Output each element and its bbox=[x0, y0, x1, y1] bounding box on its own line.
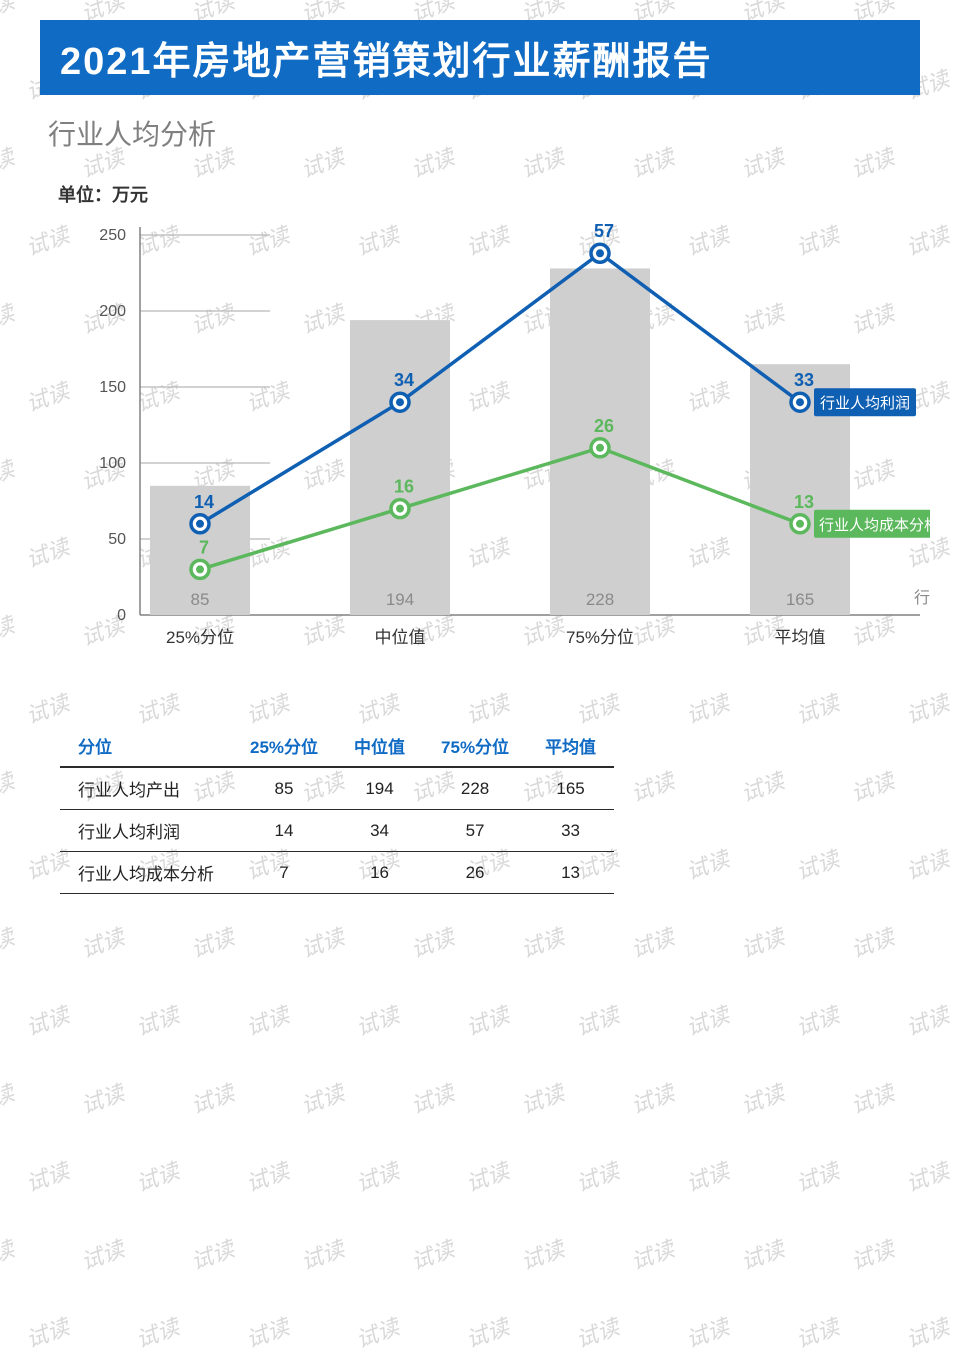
bar-value-label: 165 bbox=[786, 590, 814, 609]
line-legend-label: 行业人均利润 bbox=[820, 395, 910, 412]
line-value-label: 13 bbox=[794, 492, 814, 512]
table-row: 行业人均成本分析7162613 bbox=[60, 852, 614, 894]
bar-value-label: 228 bbox=[586, 590, 614, 609]
category-label: 75%分位 bbox=[566, 628, 634, 647]
category-label: 平均值 bbox=[775, 628, 826, 647]
data-table: 分位25%分位中位值75%分位平均值行业人均产出85194228165行业人均利… bbox=[60, 725, 614, 894]
svg-text:150: 150 bbox=[99, 379, 126, 396]
page-title: 2021年房地产营销策划行业薪酬报告 bbox=[40, 20, 920, 95]
svg-text:250: 250 bbox=[99, 227, 126, 244]
category-label: 中位值 bbox=[375, 628, 426, 647]
svg-text:100: 100 bbox=[99, 455, 126, 472]
bar bbox=[350, 320, 450, 615]
line-value-label: 57 bbox=[594, 221, 614, 241]
table-header-cell: 平均值 bbox=[527, 725, 614, 767]
bar-value-label: 194 bbox=[386, 590, 414, 609]
line-value-label: 26 bbox=[594, 416, 614, 436]
line-value-label: 34 bbox=[394, 370, 414, 390]
table-header-cell: 75%分位 bbox=[423, 725, 527, 767]
svg-text:0: 0 bbox=[117, 607, 126, 624]
line-series bbox=[200, 253, 800, 524]
table-row: 行业人均产出85194228165 bbox=[60, 767, 614, 810]
combo-chart: 0 50 100 150 200 250 行业人均产出 25%分位 中位值 75%分位 平均值 14 3… bbox=[50, 215, 930, 695]
table-header-cell: 分位 bbox=[60, 725, 232, 767]
chart-unit-label: 单位：万元 bbox=[58, 181, 920, 207]
table-row: 行业人均利润14345733 bbox=[60, 810, 614, 852]
svg-text:200: 200 bbox=[99, 303, 126, 320]
category-label: 25%分位 bbox=[166, 628, 234, 647]
bar-legend: 行业人均产出 bbox=[914, 589, 930, 607]
page-subtitle: 行业人均分析 bbox=[48, 113, 920, 153]
svg-text:50: 50 bbox=[108, 531, 126, 548]
line-series bbox=[200, 448, 800, 570]
line-value-label: 14 bbox=[194, 492, 214, 512]
line-legend-label: 行业人均成本分析 bbox=[819, 517, 930, 534]
table-header-cell: 25%分位 bbox=[232, 725, 336, 767]
table-header-cell: 中位值 bbox=[336, 725, 423, 767]
line-value-label: 7 bbox=[199, 537, 209, 557]
line-value-label: 33 bbox=[794, 370, 814, 390]
line-value-label: 16 bbox=[394, 477, 414, 497]
bar-value-label: 85 bbox=[191, 590, 210, 609]
